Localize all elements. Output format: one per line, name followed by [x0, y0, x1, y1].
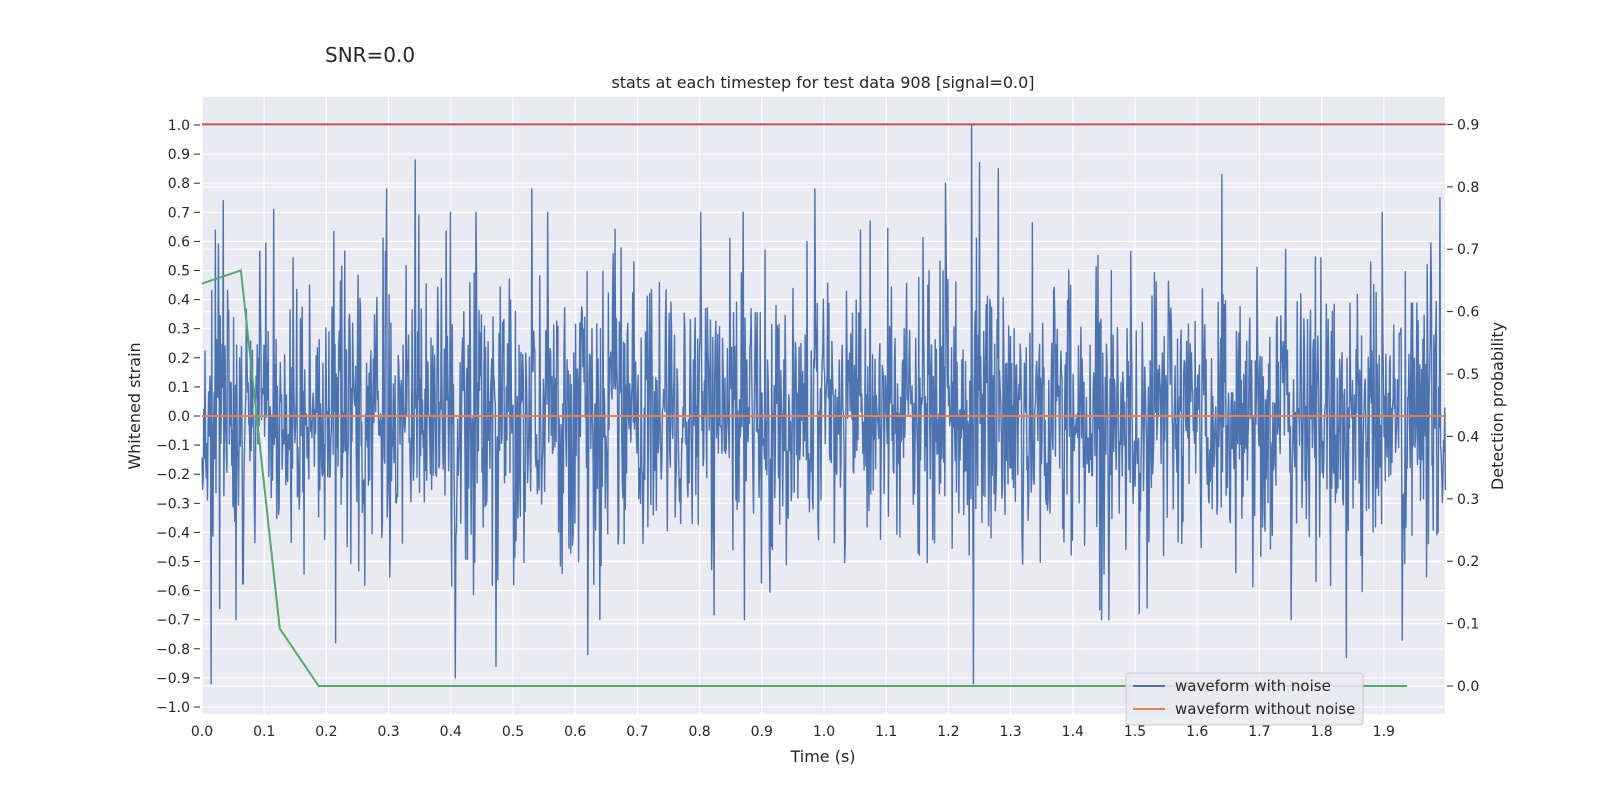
x-tick-label: 1.9	[1373, 724, 1395, 740]
y-tick-label: 1.0	[168, 118, 190, 134]
x-tick-label: 1.1	[875, 724, 897, 740]
y-tick-label: −0.4	[156, 525, 190, 541]
x-axis-label: Time (s)	[789, 747, 855, 766]
y2-tick-label: 0.9	[1457, 117, 1479, 133]
legend-box	[1125, 672, 1364, 726]
y-tick-label: 0.8	[168, 176, 190, 192]
series-waveform-with-noise	[201, 124, 1447, 685]
x-tick-label: 0.9	[751, 724, 773, 740]
y2-tick-label: 0.1	[1457, 617, 1479, 633]
legend: waveform with noise waveform without noi…	[1125, 672, 1364, 726]
x-tick-label: 0.7	[626, 724, 648, 740]
y-tick-label: −0.5	[156, 555, 190, 571]
y2-axis-label: Detection probability	[1488, 322, 1507, 490]
legend-label-noise: waveform with noise	[1175, 677, 1331, 695]
x-tick-label: 0.8	[688, 724, 710, 740]
plot-area	[201, 123, 1447, 687]
x-tick-label: 1.6	[1186, 724, 1208, 740]
y-tick-label: −0.3	[156, 496, 190, 512]
x-tick-label: 0.2	[315, 724, 337, 740]
x-tick-label: 1.0	[813, 724, 835, 740]
y-tick-label: −0.1	[156, 438, 190, 454]
x-tick-label: 0.0	[191, 724, 213, 740]
x-tick-label: 0.6	[564, 724, 586, 740]
x-tick-label: 0.5	[502, 724, 524, 740]
y-tick-label: 0.2	[168, 351, 190, 367]
y-axis-label: Whitened strain	[125, 342, 144, 469]
x-tick-label: 1.2	[937, 724, 959, 740]
y-tick-label: 0.0	[168, 409, 190, 425]
axis-ticks: 0.0 0.1 0.2 0.3 0.4 0.5 0.6 0.7 0.8 0.9 1.0 1.1 1.2 1…	[156, 117, 1479, 740]
y-tick-label: −1.0	[156, 700, 190, 716]
y-tick-label: −0.8	[156, 642, 190, 658]
y-tick-label: 0.4	[168, 293, 190, 309]
y-tick-label: −0.9	[156, 671, 190, 687]
legend-label-clean: waveform without noise	[1175, 700, 1355, 718]
y2-tick-label: 0.7	[1457, 242, 1479, 258]
x-tick-label: 1.7	[1248, 724, 1270, 740]
y-tick-label: 0.6	[168, 234, 190, 250]
y2-tick-label: 0.8	[1457, 180, 1479, 196]
series-detection-probability	[201, 269, 1408, 687]
y2-tick-label: 0.0	[1457, 679, 1479, 695]
y-tick-label: 0.7	[168, 205, 190, 221]
x-tick-label: 1.8	[1310, 724, 1332, 740]
x-tick-label: 1.3	[999, 724, 1021, 740]
y2-tick-label: 0.3	[1457, 492, 1479, 508]
chart-suptitle: SNR=0.0	[325, 43, 415, 67]
y-tick-label: 0.3	[168, 322, 190, 338]
x-tick-label: 0.1	[253, 724, 275, 740]
y2-tick-label: 0.4	[1457, 429, 1479, 445]
x-tick-label: 0.4	[440, 724, 462, 740]
y-tick-label: −0.2	[156, 467, 190, 483]
y-tick-label: −0.6	[156, 584, 190, 600]
x-tick-label: 1.4	[1062, 724, 1084, 740]
y2-tick-label: 0.5	[1457, 367, 1479, 383]
y-tick-label: 0.5	[168, 264, 190, 280]
y-tick-label: 0.1	[168, 380, 190, 396]
y2-tick-label: 0.2	[1457, 554, 1479, 570]
y2-tick-label: 0.6	[1457, 305, 1479, 321]
y-tick-label: 0.9	[168, 147, 190, 163]
y-tick-label: −0.7	[156, 613, 190, 629]
x-tick-label: 0.3	[377, 724, 399, 740]
chart-title: stats at each timestep for test data 908…	[611, 73, 1034, 92]
x-tick-label: 1.5	[1124, 724, 1146, 740]
